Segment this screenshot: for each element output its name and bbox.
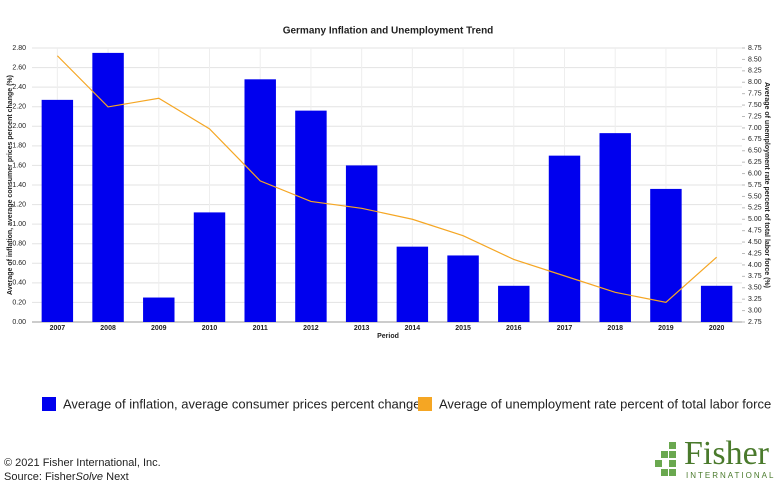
x-tick-label: 2008	[100, 325, 116, 332]
y-tick-label: 2.60	[12, 64, 26, 71]
source-suffix: Next	[103, 471, 129, 483]
source-prefix: Source: Fisher	[4, 471, 76, 483]
y2-tick-label: 4.00	[748, 262, 762, 269]
y2-tick-label: 8.00	[748, 79, 762, 86]
logo-sub: INTERNATIONAL	[686, 471, 775, 480]
y-tick-label: 1.40	[12, 182, 26, 189]
x-tick-label: 2015	[455, 325, 471, 332]
bar	[345, 165, 378, 322]
x-tick-label: 2011	[253, 325, 268, 332]
y2-tick-label: 4.50	[748, 239, 762, 246]
y-tick-label: 1.00	[12, 221, 26, 228]
bar	[700, 285, 733, 322]
source-italic: Solve	[75, 471, 104, 483]
y2-tick-label: 4.75	[748, 228, 762, 235]
legend-swatch	[42, 397, 56, 411]
legend-swatch	[418, 397, 432, 411]
y2-tick-label: 8.75	[748, 45, 762, 52]
y2-tick-label: 6.75	[748, 136, 762, 143]
y-axis-label: Average of inflation, average consumer p…	[7, 75, 14, 295]
x-tick-label: 2012	[303, 325, 319, 332]
y-tick-label: 2.80	[12, 45, 26, 52]
logo-mark	[655, 442, 676, 476]
x-tick-label: 2014	[405, 325, 421, 332]
logo-name: Fisher	[684, 435, 769, 472]
bar	[396, 246, 429, 322]
y2-tick-label: 5.00	[748, 216, 762, 223]
logo-icon	[655, 440, 683, 480]
y-tick-label: 1.20	[12, 201, 26, 208]
y-tick-label: 1.60	[12, 162, 26, 169]
chart-title: Germany Inflation and Unemployment Trend	[283, 26, 494, 37]
bar	[498, 285, 530, 322]
y2-tick-label: 3.25	[748, 296, 762, 303]
x-tick-label: 2009	[151, 325, 167, 332]
legend-label: Average of inflation, average consumer p…	[63, 396, 420, 411]
y2-tick-label: 5.25	[748, 205, 762, 212]
y2-tick-label: 6.25	[748, 159, 762, 166]
x-tick-label: 2010	[202, 325, 218, 332]
bar	[92, 52, 124, 323]
legend-label: Average of unemployment rate percent of …	[439, 396, 771, 411]
bar	[447, 255, 479, 322]
x-tick-label: 2020	[709, 325, 725, 332]
y-tick-label: 1.80	[12, 143, 26, 150]
y2-tick-label: 7.25	[748, 113, 762, 120]
y-tick-label: 0.80	[12, 241, 26, 248]
y2-axis-label: Average of unemployment rate percent of …	[763, 82, 770, 288]
x-tick-label: 2019	[658, 325, 674, 332]
x-tick-label: 2016	[506, 325, 522, 332]
bar	[143, 297, 175, 322]
y-tick-label: 2.20	[12, 104, 26, 111]
y-tick-label: 0.40	[12, 280, 26, 287]
bar	[599, 133, 631, 322]
bar	[548, 155, 581, 322]
y2-tick-label: 7.50	[748, 102, 762, 109]
x-tick-label: 2013	[354, 325, 370, 332]
y2-tick-label: 4.25	[748, 250, 762, 257]
bar	[193, 212, 226, 322]
y-tick-label: 2.00	[12, 123, 26, 130]
y2-tick-label: 6.50	[748, 148, 762, 155]
y2-tick-label: 5.75	[748, 182, 762, 189]
source: Source: FisherSolve Next	[4, 471, 129, 483]
y2-tick-label: 5.50	[748, 193, 762, 200]
y2-tick-label: 2.75	[748, 319, 762, 326]
y-tick-label: 2.40	[12, 84, 26, 91]
line	[56, 55, 718, 304]
x-tick-label: 2007	[50, 325, 66, 332]
copyright: © 2021 Fisher International, Inc.	[4, 457, 161, 469]
y2-tick-label: 3.00	[748, 307, 762, 314]
y-tick-label: 0.20	[12, 299, 26, 306]
x-tick-label: 2017	[557, 325, 573, 332]
x-tick-label: 2018	[607, 325, 623, 332]
bar	[244, 79, 276, 322]
y2-tick-label: 3.50	[748, 285, 762, 292]
x-axis-label: Period	[377, 333, 399, 340]
bar	[41, 99, 74, 322]
y-tick-label: 0.60	[12, 260, 26, 267]
y2-tick-label: 7.00	[748, 125, 762, 132]
y2-tick-label: 8.50	[748, 56, 762, 63]
y2-tick-label: 6.00	[748, 170, 762, 177]
bar	[295, 110, 327, 322]
y2-tick-label: 3.75	[748, 273, 762, 280]
chart: Germany Inflation and Unemployment Trend…	[7, 26, 771, 412]
y2-tick-label: 8.25	[748, 68, 762, 75]
y2-tick-label: 7.75	[748, 91, 762, 98]
y-tick-label: 0.00	[12, 319, 26, 326]
